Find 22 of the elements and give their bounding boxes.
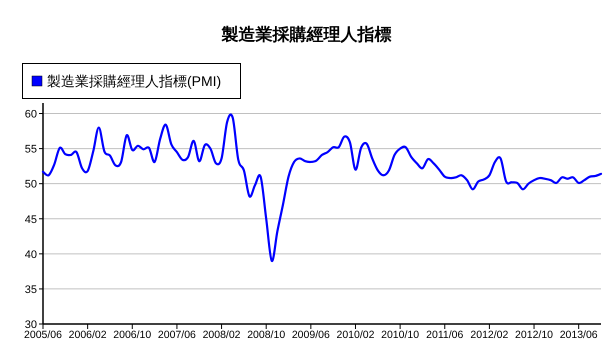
- y-tick-label: 60: [24, 108, 37, 121]
- x-tick-label: 2008/02: [202, 329, 241, 341]
- y-tick-label: 30: [24, 319, 37, 331]
- y-tick-label: 40: [24, 248, 37, 261]
- x-tick-label: 2012/10: [515, 329, 554, 341]
- y-tick-label: 35: [24, 284, 37, 296]
- legend-label: 製造業採購經理人指標(PMI): [47, 73, 222, 89]
- x-tick-label: 2012/02: [470, 329, 509, 341]
- x-tick-label: 2008/10: [247, 329, 286, 341]
- x-tick-label: 2006/02: [68, 329, 107, 341]
- y-tick-label: 55: [24, 144, 37, 156]
- y-tick-label: 45: [24, 214, 37, 226]
- x-tick-label: 2006/10: [113, 329, 152, 341]
- x-tick-label: 2009/06: [292, 329, 330, 341]
- x-tick-label: 2010/02: [336, 329, 375, 341]
- x-tick-label: 2013/06: [560, 329, 598, 341]
- x-tick-label: 2005/06: [24, 329, 62, 341]
- x-tick-label: 2007/06: [158, 329, 196, 341]
- x-tick-label: 2011/06: [426, 329, 464, 341]
- y-tick-label: 50: [24, 178, 37, 191]
- chart-title: 製造業採購經理人指標: [220, 25, 392, 44]
- x-tick-label: 2010/10: [381, 329, 420, 341]
